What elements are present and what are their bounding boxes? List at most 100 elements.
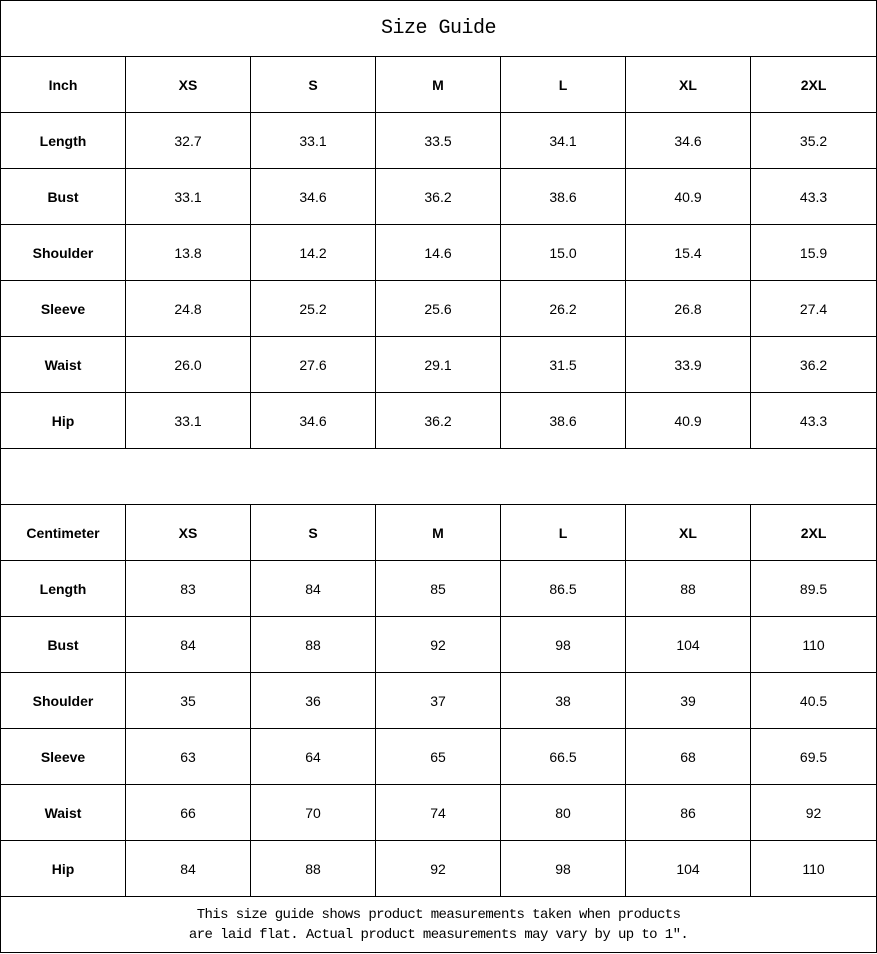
table-row: Hip 33.1 34.6 36.2 38.6 40.9 43.3 xyxy=(0,392,877,449)
size-header: XL xyxy=(625,56,751,113)
measurement-cell: 26.2 xyxy=(500,280,626,337)
measurement-cell: 86.5 xyxy=(500,560,626,617)
measurement-cell: 64 xyxy=(250,728,376,785)
measurement-cell: 98 xyxy=(500,840,626,897)
measurement-cell: 15.4 xyxy=(625,224,751,281)
measurement-cell: 85 xyxy=(375,560,501,617)
measurement-cell: 33.5 xyxy=(375,112,501,169)
page-title: Size Guide xyxy=(0,0,877,57)
measurement-cell: 24.8 xyxy=(125,280,251,337)
size-header: S xyxy=(250,504,376,561)
measurement-cell: 88 xyxy=(250,840,376,897)
row-label: Bust xyxy=(0,616,126,673)
spacer-row xyxy=(0,448,877,505)
size-header: M xyxy=(375,56,501,113)
measurement-cell: 63 xyxy=(125,728,251,785)
note-line-1: This size guide shows product measuremen… xyxy=(196,906,681,923)
measurement-cell: 35 xyxy=(125,672,251,729)
measurement-cell: 88 xyxy=(625,560,751,617)
note-row: This size guide shows product measuremen… xyxy=(0,896,877,953)
measurement-cell: 33.1 xyxy=(250,112,376,169)
measurement-cell: 40.5 xyxy=(749,672,877,729)
table-row: Shoulder 13.8 14.2 14.6 15.0 15.4 15.9 xyxy=(0,224,877,281)
header-row: Centimeter XS S M L XL 2XL xyxy=(0,504,877,561)
measurement-cell: 15.0 xyxy=(500,224,626,281)
measurement-cell: 68 xyxy=(625,728,751,785)
table-row: Waist 66 70 74 80 86 92 xyxy=(0,784,877,841)
measurement-cell: 88 xyxy=(250,616,376,673)
table-row: Sleeve 63 64 65 66.5 68 69.5 xyxy=(0,728,877,785)
row-label: Bust xyxy=(0,168,126,225)
table-row: Sleeve 24.8 25.2 25.6 26.2 26.8 27.4 xyxy=(0,280,877,337)
row-label: Sleeve xyxy=(0,728,126,785)
measurement-cell: 110 xyxy=(749,616,877,673)
measurement-cell: 36.2 xyxy=(375,392,501,449)
unit-header: Centimeter xyxy=(0,504,126,561)
table-row: Bust 33.1 34.6 36.2 38.6 40.9 43.3 xyxy=(0,168,877,225)
row-label: Hip xyxy=(0,392,126,449)
measurement-cell: 14.6 xyxy=(375,224,501,281)
table-row: Hip 84 88 92 98 104 110 xyxy=(0,840,877,897)
measurement-cell: 104 xyxy=(625,840,751,897)
measurement-cell: 15.9 xyxy=(749,224,877,281)
measurement-cell: 38.6 xyxy=(500,392,626,449)
measurement-cell: 66 xyxy=(125,784,251,841)
row-label: Shoulder xyxy=(0,224,126,281)
size-header: S xyxy=(250,56,376,113)
measurement-cell: 38.6 xyxy=(500,168,626,225)
measurement-cell: 38 xyxy=(500,672,626,729)
measurement-cell: 83 xyxy=(125,560,251,617)
measurement-cell: 66.5 xyxy=(500,728,626,785)
measurement-cell: 34.6 xyxy=(625,112,751,169)
measurement-cell: 32.7 xyxy=(125,112,251,169)
size-header: L xyxy=(500,56,626,113)
table-row: Shoulder 35 36 37 38 39 40.5 xyxy=(0,672,877,729)
measurement-cell: 25.2 xyxy=(250,280,376,337)
measurement-cell: 43.3 xyxy=(749,168,877,225)
table-row: Waist 26.0 27.6 29.1 31.5 33.9 36.2 xyxy=(0,336,877,393)
measurement-cell: 84 xyxy=(250,560,376,617)
size-header: XS xyxy=(125,504,251,561)
size-note: This size guide shows product measuremen… xyxy=(0,896,877,953)
row-label: Waist xyxy=(0,784,126,841)
measurement-cell: 34.6 xyxy=(250,168,376,225)
measurement-cell: 89.5 xyxy=(749,560,877,617)
measurement-cell: 84 xyxy=(125,616,251,673)
table-row: Length 83 84 85 86.5 88 89.5 xyxy=(0,560,877,617)
measurement-cell: 43.3 xyxy=(749,392,877,449)
measurement-cell: 25.6 xyxy=(375,280,501,337)
measurement-cell: 26.0 xyxy=(125,336,251,393)
measurement-cell: 40.9 xyxy=(625,168,751,225)
size-header: XL xyxy=(625,504,751,561)
spacer-cell xyxy=(0,448,877,505)
measurement-cell: 33.9 xyxy=(625,336,751,393)
measurement-cell: 37 xyxy=(375,672,501,729)
measurement-cell: 80 xyxy=(500,784,626,841)
size-header: XS xyxy=(125,56,251,113)
measurement-cell: 36.2 xyxy=(749,336,877,393)
title-row: Size Guide xyxy=(0,0,877,57)
row-label: Sleeve xyxy=(0,280,126,337)
row-label: Length xyxy=(0,112,126,169)
measurement-cell: 104 xyxy=(625,616,751,673)
row-label: Hip xyxy=(0,840,126,897)
measurement-cell: 13.8 xyxy=(125,224,251,281)
measurement-cell: 84 xyxy=(125,840,251,897)
measurement-cell: 69.5 xyxy=(749,728,877,785)
measurement-cell: 26.8 xyxy=(625,280,751,337)
size-header: 2XL xyxy=(749,504,877,561)
note-line-2: are laid flat. Actual product measuremen… xyxy=(188,926,689,943)
measurement-cell: 27.4 xyxy=(749,280,877,337)
measurement-cell: 70 xyxy=(250,784,376,841)
measurement-cell: 92 xyxy=(749,784,877,841)
measurement-cell: 40.9 xyxy=(625,392,751,449)
measurement-cell: 31.5 xyxy=(500,336,626,393)
measurement-cell: 34.1 xyxy=(500,112,626,169)
measurement-cell: 65 xyxy=(375,728,501,785)
measurement-cell: 36.2 xyxy=(375,168,501,225)
table-row: Length 32.7 33.1 33.5 34.1 34.6 35.2 xyxy=(0,112,877,169)
measurement-cell: 14.2 xyxy=(250,224,376,281)
measurement-cell: 98 xyxy=(500,616,626,673)
measurement-cell: 92 xyxy=(375,616,501,673)
